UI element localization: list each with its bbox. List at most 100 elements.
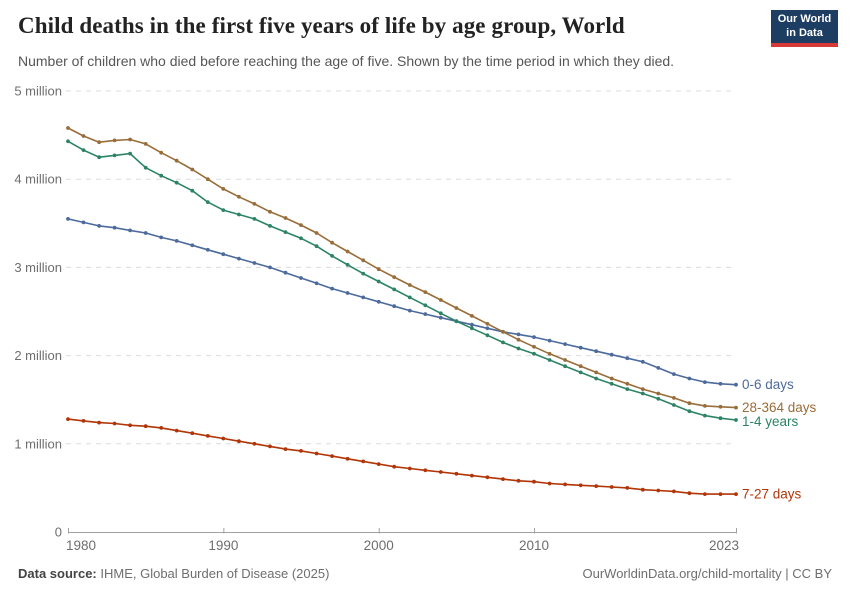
chart-footer: Data source: IHME, Global Burden of Dise…: [18, 566, 832, 581]
point-28-364-days-2008: [501, 329, 505, 334]
point-28-364-days-2017: [640, 387, 645, 391]
point-28-364-days-1982: [97, 140, 101, 145]
point-0-6-days-1989: [205, 247, 210, 252]
y-tick-label-3: 3 million: [14, 260, 62, 275]
point-1-4-years-1985: [143, 165, 148, 170]
point-1-4-years-2021: [703, 413, 707, 418]
point-0-6-days-1996: [314, 281, 319, 286]
owid-logo: Our World in Data: [771, 10, 838, 47]
point-1-4-years-1991: [237, 212, 241, 217]
point-1-4-years-1986: [159, 173, 164, 178]
point-1-4-years-1983: [112, 153, 117, 158]
point-7-27-days-2021: [703, 492, 707, 496]
point-0-6-days-1981: [81, 220, 86, 225]
point-7-27-days-1990: [221, 436, 226, 441]
point-0-6-days-2012: [563, 342, 567, 346]
point-7-27-days-1981: [81, 419, 86, 423]
attribution-link[interactable]: OurWorldinData.org/child-mortality | CC …: [582, 566, 833, 581]
point-7-27-days-2002: [407, 466, 412, 471]
point-28-364-days-1999: [361, 258, 366, 263]
point-1-4-years-2010: [532, 351, 536, 356]
point-28-364-days-2006: [470, 314, 474, 318]
x-tick-label-2000: 2000: [364, 538, 394, 553]
point-0-6-days-1993: [268, 265, 272, 270]
point-28-364-days-2016: [625, 381, 630, 386]
point-28-364-days-1988: [190, 167, 195, 172]
point-0-6-days-1984: [128, 228, 133, 233]
point-0-6-days-2021: [703, 380, 707, 384]
point-28-364-days-2010: [532, 344, 536, 349]
point-7-27-days-2020: [687, 491, 692, 496]
series-label-1-4-years: 1-4 years: [742, 414, 799, 429]
data-source-text: IHME, Global Burden of Disease (2025): [96, 566, 330, 581]
point-0-6-days-2023: [734, 382, 738, 387]
point-28-364-days-1993: [268, 209, 272, 214]
point-7-27-days-1993: [268, 444, 272, 449]
point-0-6-days-1987: [174, 239, 179, 243]
point-7-27-days-1998: [345, 456, 350, 461]
x-tick-label-1990: 1990: [208, 538, 238, 553]
point-7-27-days-2005: [454, 471, 459, 476]
point-28-364-days-1996: [314, 231, 319, 235]
point-1-4-years-1999: [361, 271, 366, 276]
point-28-364-days-2012: [563, 358, 567, 362]
page-title: Child deaths in the first five years of …: [18, 13, 625, 38]
point-1-4-years-2012: [563, 364, 567, 369]
point-7-27-days-1991: [237, 439, 241, 444]
point-0-6-days-1992: [252, 261, 257, 265]
point-1-4-years-2015: [609, 381, 614, 386]
point-1-4-years-2013: [578, 370, 583, 375]
point-7-27-days-1986: [159, 426, 164, 430]
point-28-364-days-1989: [205, 177, 210, 182]
point-0-6-days-2018: [656, 366, 661, 370]
y-tick-label-1: 1 million: [14, 436, 62, 451]
point-7-27-days-1983: [112, 421, 117, 426]
point-0-6-days-1999: [361, 295, 366, 300]
y-tick-label-2: 2 million: [14, 348, 62, 363]
point-0-6-days-2019: [672, 372, 676, 376]
point-0-6-days-1995: [299, 276, 303, 280]
point-28-364-days-1997: [330, 240, 334, 245]
y-tick-label-4: 4 million: [14, 172, 62, 187]
point-28-364-days-1987: [174, 158, 179, 163]
point-0-6-days-2003: [423, 312, 428, 316]
point-7-27-days-1980: [66, 417, 70, 421]
point-28-364-days-2022: [718, 404, 723, 409]
point-28-364-days-2011: [547, 351, 552, 356]
point-1-4-years-2020: [687, 409, 692, 414]
point-1-4-years-2023: [734, 418, 738, 422]
point-0-6-days-1986: [159, 235, 164, 240]
point-0-6-days-2006: [470, 322, 474, 327]
series-label-0-6-days: 0-6 days: [742, 377, 794, 392]
point-28-364-days-1990: [221, 187, 226, 191]
point-28-364-days-2002: [407, 283, 412, 287]
point-7-27-days-2010: [532, 479, 536, 484]
point-1-4-years-2006: [470, 326, 474, 331]
point-7-27-days-2006: [470, 473, 474, 478]
point-1-4-years-1980: [66, 139, 70, 144]
point-1-4-years-1998: [345, 262, 350, 267]
point-0-6-days-2020: [687, 376, 692, 381]
point-7-27-days-1984: [128, 423, 133, 428]
series-label-7-27-days: 7-27 days: [742, 487, 802, 502]
point-28-364-days-2015: [609, 376, 614, 381]
point-0-6-days-1980: [66, 217, 70, 221]
point-28-364-days-1983: [112, 138, 117, 143]
point-1-4-years-2003: [423, 303, 428, 308]
point-28-364-days-1980: [66, 126, 70, 130]
point-7-27-days-2016: [625, 486, 630, 490]
line-series-7-27-days: [67, 418, 736, 495]
point-28-364-days-2019: [672, 396, 676, 400]
point-0-6-days-2007: [485, 326, 490, 331]
point-1-4-years-1984: [128, 151, 133, 156]
point-7-27-days-1997: [330, 454, 334, 458]
point-28-364-days-1992: [252, 202, 257, 206]
point-0-6-days-2002: [407, 308, 412, 313]
point-7-27-days-2014: [594, 484, 599, 488]
point-1-4-years-1994: [283, 230, 288, 235]
owid-logo-line2: in Data: [786, 26, 823, 39]
point-7-27-days-1987: [174, 428, 179, 433]
point-28-364-days-1986: [159, 150, 164, 155]
point-1-4-years-2011: [547, 358, 552, 362]
